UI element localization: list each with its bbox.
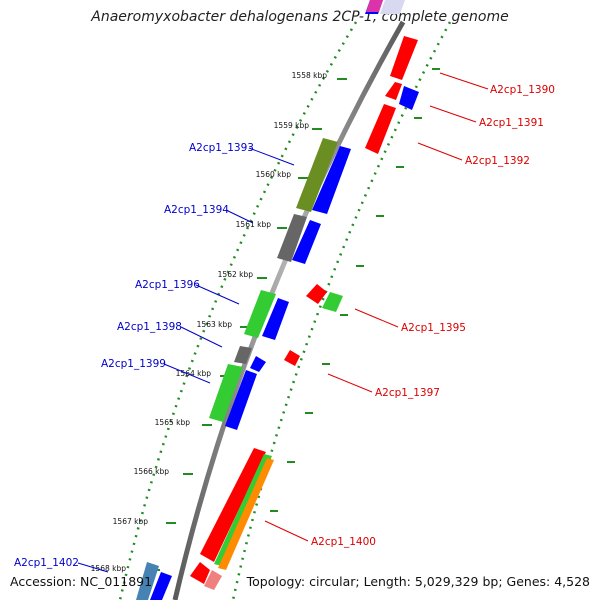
- tick-label: 1568 kbp: [91, 564, 127, 573]
- gene-label: A2cp1_1394: [164, 204, 229, 216]
- gene-feature: [250, 356, 266, 372]
- gene-feature: [322, 292, 343, 312]
- gene-feature: [365, 104, 396, 154]
- gene-label: A2cp1_1402: [14, 557, 79, 569]
- gene-feature: [234, 346, 252, 364]
- accession-text: Accession: NC_011891: [10, 574, 153, 589]
- gene-feature: [292, 220, 321, 264]
- gene-feature: [209, 364, 243, 422]
- tick-label: 1563 kbp: [197, 320, 233, 329]
- gene-label: A2cp1_1398: [117, 321, 182, 333]
- gene-label: A2cp1_1393: [189, 142, 254, 154]
- gene-feature: [380, 0, 405, 14]
- gene-feature: [136, 562, 159, 600]
- tick-label: 1558 kbp: [292, 71, 328, 80]
- tick-label: 1559 kbp: [274, 121, 310, 130]
- gene-feature: [284, 350, 300, 366]
- gene-feature: [390, 36, 418, 80]
- gene-feature: [204, 570, 222, 590]
- tick-label: 1560 kbp: [256, 170, 292, 179]
- gene-feature: [225, 370, 257, 430]
- gene-feature: [150, 572, 172, 600]
- gene-label: A2cp1_1396: [135, 279, 200, 291]
- gene-feature: [296, 138, 338, 212]
- gene-feature: [385, 82, 402, 100]
- tick-label: 1565 kbp: [155, 418, 191, 427]
- gene-label: A2cp1_1399: [101, 358, 166, 370]
- gene-feature: [190, 562, 210, 584]
- forward-genes: [136, 0, 383, 600]
- gene-feature: [312, 146, 351, 214]
- tick-labels: 1558 kbp 1559 kbp 1560 kbp 1561 kbp 1562…: [91, 71, 328, 573]
- gene-feature: [200, 448, 266, 562]
- reverse-genes: [190, 0, 419, 590]
- gene-label: A2cp1_1395: [401, 322, 466, 334]
- genome-summary-text: Topology: circular; Length: 5,029,329 bp…: [246, 574, 590, 589]
- gene-label: A2cp1_1397: [375, 387, 440, 399]
- gene-feature: [244, 290, 276, 338]
- gene-labels: A2cp1_1393 A2cp1_1394 A2cp1_1396 A2cp1_1…: [14, 84, 555, 569]
- tick-label: 1566 kbp: [134, 467, 170, 476]
- tick-label: 1564 kbp: [176, 369, 212, 378]
- gene-label: A2cp1_1390: [490, 84, 555, 96]
- gene-feature: [399, 86, 419, 110]
- tick-label: 1567 kbp: [113, 517, 149, 526]
- callout-lines: [77, 72, 489, 573]
- tick-label: 1561 kbp: [236, 220, 272, 229]
- gene-feature: [262, 298, 289, 340]
- gene-label: A2cp1_1391: [479, 117, 544, 129]
- gene-label: A2cp1_1392: [465, 155, 530, 167]
- gene-feature: [366, 0, 383, 12]
- gene-feature: [306, 284, 327, 304]
- gene-label: A2cp1_1400: [311, 536, 376, 548]
- tick-label: 1562 kbp: [218, 270, 254, 279]
- map-title: Anaeromyxobacter dehalogenans 2CP-1, com…: [91, 9, 509, 25]
- gene-feature: [218, 458, 274, 570]
- genome-backbone: [172, 20, 406, 600]
- gene-feature: [277, 214, 307, 262]
